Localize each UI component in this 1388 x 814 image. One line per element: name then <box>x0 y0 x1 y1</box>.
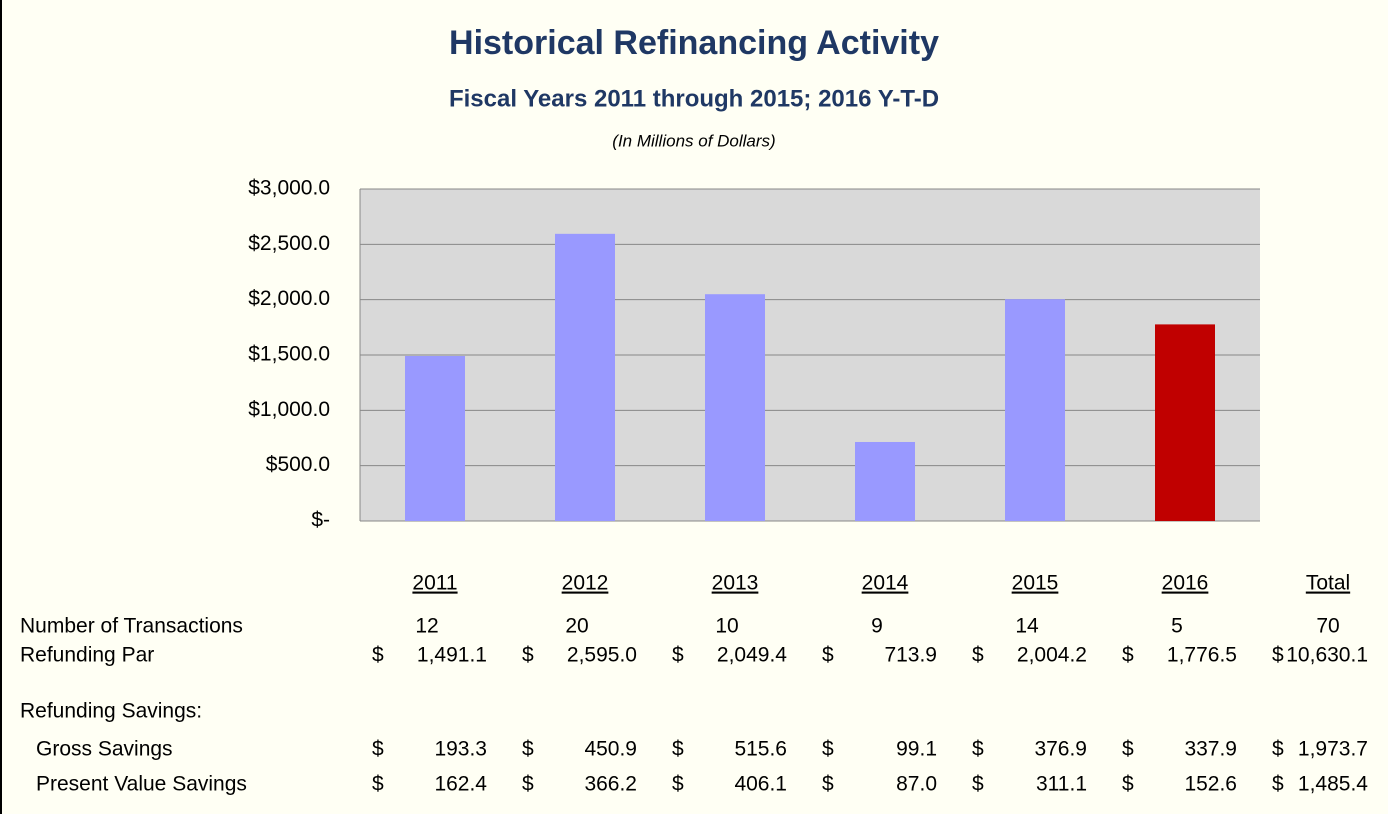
transactions-cell: 12 <box>415 615 438 638</box>
row-label: Gross Savings <box>36 738 173 761</box>
y-tick-label: $1,500.0 <box>248 343 330 366</box>
par-total: 10,630.1 <box>1286 644 1368 667</box>
savings-cell: 337.9 <box>1184 738 1237 761</box>
savings-cell: 99.1 <box>896 738 937 761</box>
par-cell: 713.9 <box>884 644 937 667</box>
y-tick-label: $3,000.0 <box>248 177 330 200</box>
savings-cell: 406.1 <box>734 773 787 796</box>
y-tick-label: $2,000.0 <box>248 287 330 310</box>
currency-sign: $ <box>1122 738 1134 761</box>
currency-sign: $ <box>1122 773 1134 796</box>
bar <box>555 233 615 521</box>
row-label: Present Value Savings <box>36 773 247 796</box>
currency-sign: $ <box>372 738 384 761</box>
currency-sign: $ <box>522 773 534 796</box>
section-label: Refunding Savings: <box>20 700 202 723</box>
bar <box>1005 299 1065 521</box>
column-header: Total <box>1306 572 1350 595</box>
column-header: 2014 <box>862 572 909 595</box>
column-header: 2012 <box>562 572 609 595</box>
currency-sign: $ <box>672 644 684 667</box>
savings-cell: 162.4 <box>434 773 487 796</box>
chart-note: (In Millions of Dollars) <box>612 131 775 150</box>
savings-cell: 311.1 <box>1036 773 1087 796</box>
column-header: 2013 <box>712 572 759 595</box>
currency-sign: $ <box>972 738 984 761</box>
transactions-total: 70 <box>1316 615 1339 638</box>
par-cell: 1,491.1 <box>417 644 487 667</box>
currency-sign: $ <box>972 773 984 796</box>
row-label: Refunding Par <box>20 644 154 667</box>
chart-title: Historical Refinancing Activity <box>449 24 939 62</box>
transactions-cell: 10 <box>715 615 738 638</box>
currency-sign: $ <box>522 738 534 761</box>
currency-sign: $ <box>822 738 834 761</box>
currency-sign: $ <box>822 773 834 796</box>
savings-cell: 450.9 <box>584 738 637 761</box>
y-tick-label: $500.0 <box>266 453 330 476</box>
savings-cell: 152.6 <box>1184 773 1237 796</box>
currency-sign: $ <box>672 738 684 761</box>
bar <box>405 355 465 521</box>
y-tick-label: $- <box>311 509 330 532</box>
currency-sign: $ <box>1272 644 1284 667</box>
par-cell: 2,595.0 <box>567 644 637 667</box>
currency-sign: $ <box>672 773 684 796</box>
savings-total: 1,485.4 <box>1298 773 1368 796</box>
currency-sign: $ <box>372 644 384 667</box>
currency-sign: $ <box>372 773 384 796</box>
column-header: 2011 <box>412 572 457 595</box>
savings-cell: 376.9 <box>1034 738 1087 761</box>
transactions-cell: 9 <box>871 615 883 638</box>
currency-sign: $ <box>1272 773 1284 796</box>
bar <box>855 441 915 521</box>
transactions-cell: 14 <box>1015 615 1039 638</box>
savings-cell: 515.6 <box>734 738 787 761</box>
chart-subtitle: Fiscal Years 2011 through 2015; 2016 Y-T… <box>449 85 939 112</box>
transactions-cell: 5 <box>1171 615 1183 638</box>
currency-sign: $ <box>822 644 834 667</box>
currency-sign: $ <box>522 644 534 667</box>
savings-total: 1,973.7 <box>1298 738 1368 761</box>
y-tick-label: $1,000.0 <box>248 398 330 421</box>
bar <box>1155 324 1215 521</box>
row-label: Number of Transactions <box>20 615 243 638</box>
currency-sign: $ <box>1272 738 1284 761</box>
transactions-cell: 20 <box>565 615 588 638</box>
savings-cell: 87.0 <box>896 773 937 796</box>
par-cell: 2,004.2 <box>1017 644 1087 667</box>
par-cell: 2,049.4 <box>717 644 787 667</box>
column-header: 2016 <box>1162 572 1209 595</box>
bar <box>705 294 765 521</box>
currency-sign: $ <box>972 644 984 667</box>
y-tick-label: $2,500.0 <box>248 232 330 255</box>
savings-cell: 193.3 <box>434 738 487 761</box>
currency-sign: $ <box>1122 644 1134 667</box>
savings-cell: 366.2 <box>584 773 637 796</box>
par-cell: 1,776.5 <box>1167 644 1237 667</box>
column-header: 2015 <box>1012 572 1059 595</box>
